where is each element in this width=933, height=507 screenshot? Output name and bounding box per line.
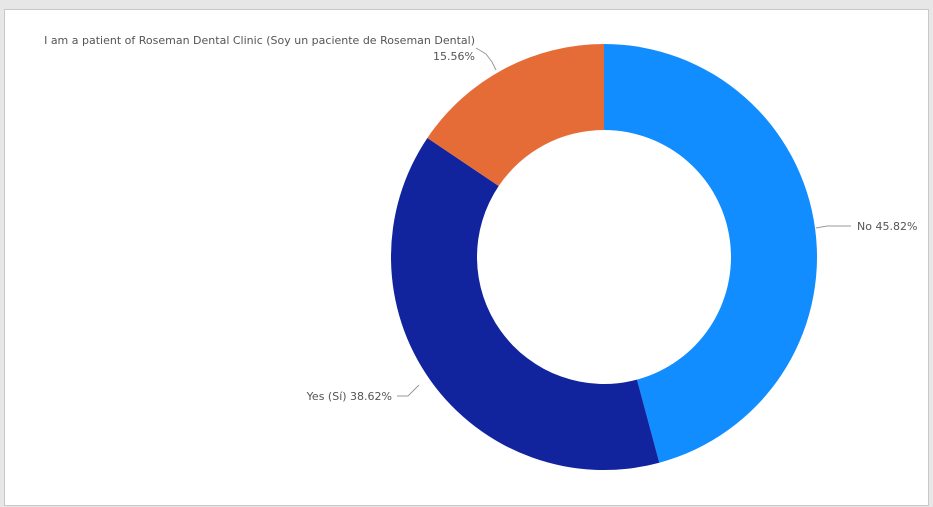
donut-slices <box>391 44 817 470</box>
donut-chart-svg: No 45.82% Yes (Sí) 38.62% I am a patient… <box>44 34 917 470</box>
donut-chart-visual[interactable]: No 45.82% Yes (Sí) 38.62% I am a patient… <box>4 9 929 506</box>
slice-label-yes: Yes (Sí) 38.62% <box>306 390 392 403</box>
slice-label-patient-name: I am a patient of Roseman Dental Clinic … <box>44 34 475 47</box>
slice-label-no: No 45.82% <box>857 220 917 233</box>
slice-label-patient-percent: 15.56% <box>433 50 475 63</box>
donut-slice-yes[interactable] <box>391 137 660 470</box>
leader-line-no <box>815 225 851 229</box>
leader-line-patient <box>475 47 497 71</box>
donut-slice-no[interactable] <box>604 44 817 463</box>
donut-slice-patient[interactable] <box>427 44 604 187</box>
leader-line-yes <box>397 384 420 397</box>
